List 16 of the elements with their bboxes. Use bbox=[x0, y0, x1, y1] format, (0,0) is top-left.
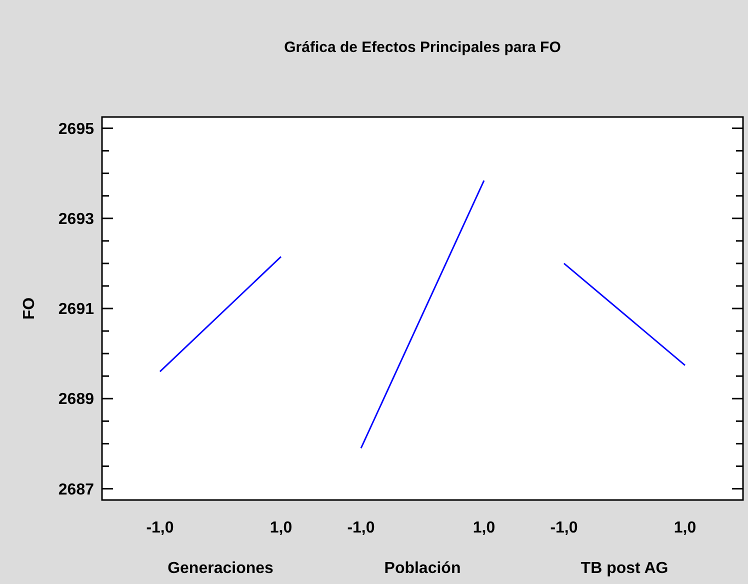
y-tick-label: 2695 bbox=[58, 120, 94, 138]
x-tick-label: -1,0 bbox=[550, 520, 578, 537]
x-tick-label: 1,0 bbox=[674, 520, 696, 537]
y-tick-label: 2693 bbox=[58, 210, 94, 228]
x-axis-title: TB post AG bbox=[580, 560, 668, 577]
y-tick-label: 2687 bbox=[58, 481, 94, 498]
y-tick-label: 2689 bbox=[58, 391, 94, 408]
x-tick-label: -1,0 bbox=[146, 520, 174, 537]
x-tick-label: 1,0 bbox=[270, 520, 292, 537]
x-tick-label: -1,0 bbox=[347, 520, 375, 537]
x-tick-label: 1,0 bbox=[472, 520, 496, 537]
x-axis-title: Generaciones bbox=[168, 560, 274, 577]
y-tick-label: 2691 bbox=[58, 301, 94, 318]
y-axis-title: FO bbox=[21, 297, 38, 320]
x-axis-title: Población bbox=[384, 560, 461, 577]
chart-title: Gráfica de Efectos Principales para FO bbox=[284, 39, 562, 56]
